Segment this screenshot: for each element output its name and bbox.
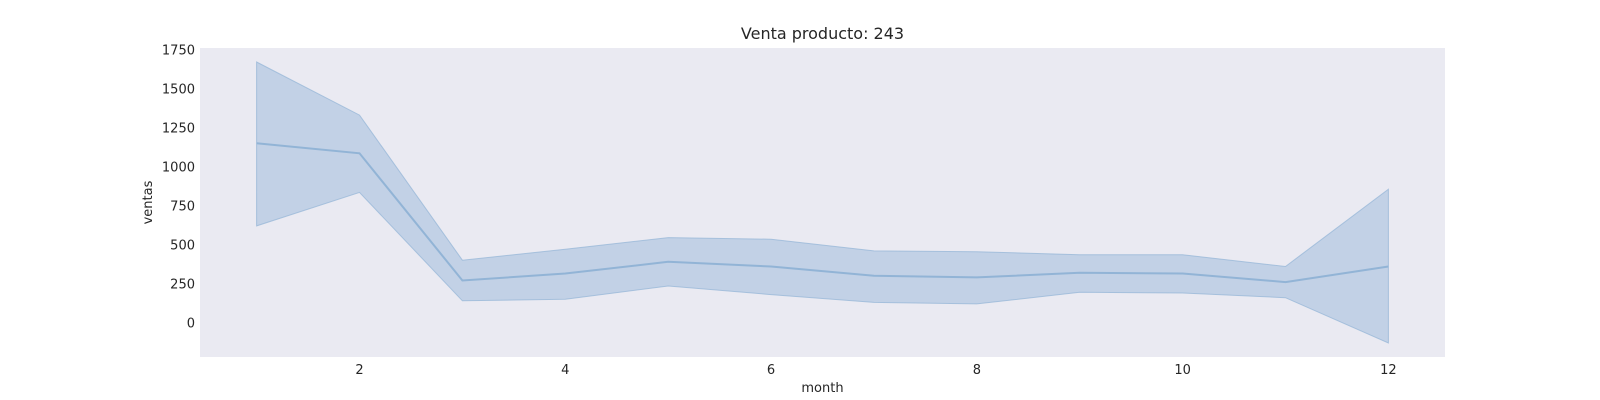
y-tick-label: 750 [170, 200, 195, 215]
x-tick-label: 6 [767, 363, 775, 378]
data-point [357, 151, 361, 155]
chart-title: Venta producto: 243 [741, 24, 904, 43]
y-tick-label: 1750 [162, 44, 195, 59]
x-tick-label: 12 [1380, 363, 1397, 378]
x-tick-label: 8 [973, 363, 981, 378]
data-point [1386, 264, 1390, 268]
x-tick-label: 2 [355, 363, 363, 378]
x-axis-ticks: 2 4 6 8 10 12 [355, 363, 1396, 378]
data-point [666, 260, 670, 264]
data-point [1181, 272, 1185, 276]
y-axis-label: ventas [141, 180, 156, 224]
y-tick-label: 250 [170, 278, 195, 293]
x-tick-label: 10 [1174, 363, 1191, 378]
data-point [1078, 271, 1082, 275]
plot-area [200, 48, 1445, 357]
series-line [256, 142, 1389, 284]
data-point [563, 272, 567, 276]
y-tick-label: 1250 [162, 122, 195, 137]
y-tick-label: 500 [170, 239, 195, 254]
data-point [1284, 280, 1288, 284]
x-tick-label: 4 [561, 363, 569, 378]
data-point [975, 275, 979, 279]
y-tick-label: 0 [187, 317, 195, 332]
data-point [255, 141, 259, 145]
data-point [872, 274, 876, 278]
y-axis-ticks: 0 250 500 750 1000 1250 1500 1750 [162, 44, 195, 332]
series-line-layer [255, 141, 1390, 284]
y-tick-label: 1500 [162, 83, 195, 98]
x-axis-label: month [801, 381, 843, 396]
data-point [460, 279, 464, 283]
data-point [769, 264, 773, 268]
y-tick-label: 1000 [162, 161, 195, 176]
